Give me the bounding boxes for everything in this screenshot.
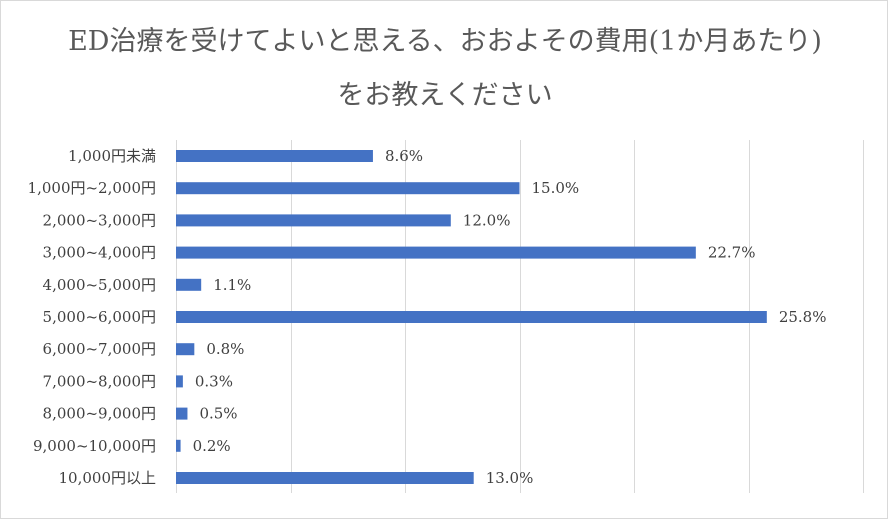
data-label-3: 22.7%: [708, 244, 756, 262]
bar-5: [176, 311, 767, 323]
category-label-3: 3,000~4,000円: [43, 244, 156, 262]
data-label-10: 13.0%: [486, 469, 534, 487]
data-label-8: 0.5%: [199, 405, 237, 423]
category-label-7: 7,000~8,000円: [43, 372, 156, 390]
bar-8: [176, 407, 188, 420]
category-label-6: 6,000~7,000円: [43, 340, 156, 358]
category-label-1: 1,000円~2,000円: [28, 179, 156, 197]
data-label-0: 8.6%: [385, 147, 423, 165]
data-label-5: 25.8%: [779, 308, 827, 326]
bar-0: [176, 150, 373, 162]
bar-6: [176, 343, 195, 356]
category-label-4: 4,000~5,000円: [43, 276, 156, 294]
data-label-2: 12.0%: [463, 211, 511, 229]
data-label-6: 0.8%: [206, 340, 244, 358]
data-label-1: 15.0%: [532, 179, 580, 197]
category-label-0: 1,000円未満: [68, 147, 156, 165]
data-label-4: 1.1%: [213, 276, 251, 294]
bar-9: [176, 439, 181, 452]
category-label-9: 9,000~10,000円: [33, 437, 156, 455]
bar-10: [176, 472, 474, 484]
data-label-7: 0.3%: [195, 372, 233, 390]
category-label-8: 8,000~9,000円: [43, 405, 156, 423]
bar-1: [176, 182, 520, 195]
bar-3: [176, 246, 696, 259]
bar-2: [176, 214, 451, 227]
category-label-2: 2,000~3,000円: [43, 211, 156, 229]
bar-4: [176, 278, 202, 291]
chart-title: ED治療を受けてよいと思える、おおよその費用(1か月あたり)をお教えください: [68, 26, 822, 111]
bar-7: [176, 375, 183, 388]
category-label-10: 10,000円以上: [59, 469, 157, 487]
category-label-5: 5,000~6,000円: [43, 308, 156, 326]
data-label-9: 0.2%: [193, 437, 231, 455]
